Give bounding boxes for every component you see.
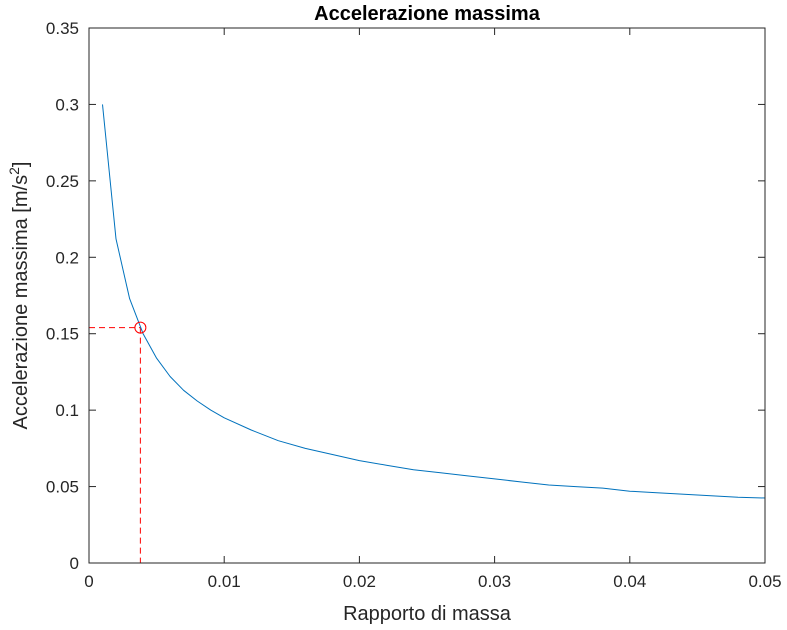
y-tick-label: 0.25 [46, 172, 79, 191]
marker-circle [134, 321, 147, 334]
y-axis-title-exponent: 2 [6, 167, 22, 175]
y-tick-label: 0.1 [55, 401, 79, 420]
x-tick-label: 0.05 [748, 572, 781, 591]
plot-frame [88, 27, 766, 564]
y-tick-label: 0.05 [46, 478, 79, 497]
y-tick-label: 0 [70, 554, 79, 573]
chart-title: Accelerazione massima [314, 3, 541, 25]
y-tick-label: 0.2 [55, 248, 79, 267]
series-layer [102, 104, 766, 499]
y-tick-label: 0.3 [55, 95, 79, 114]
x-tick-label: 0.03 [478, 572, 511, 591]
y-axis-title-suffix: ] [10, 162, 32, 168]
y-tick-label: 0.35 [46, 19, 79, 38]
marker-layer [89, 327, 141, 563]
y-axis-title-text: Accelerazione massima [m/s [10, 175, 32, 430]
y-axis-title: Accelerazione massima [m/s2] [6, 162, 32, 430]
x-tick-label: 0.04 [613, 572, 646, 591]
series-line [102, 104, 766, 499]
x-axis-title: Rapporto di massa [343, 603, 512, 625]
plot-area [89, 28, 765, 563]
tick-layer: 0 0.01 0.02 0.03 0.04 0.05 0 0.05 0.1 0.15 0.2 0.25… [46, 19, 782, 591]
x-tick-label: 0.01 [208, 572, 241, 591]
x-tick-label: 0.02 [343, 572, 376, 591]
x-tick-label: 0 [84, 572, 93, 591]
y-tick-label: 0.15 [46, 325, 79, 344]
